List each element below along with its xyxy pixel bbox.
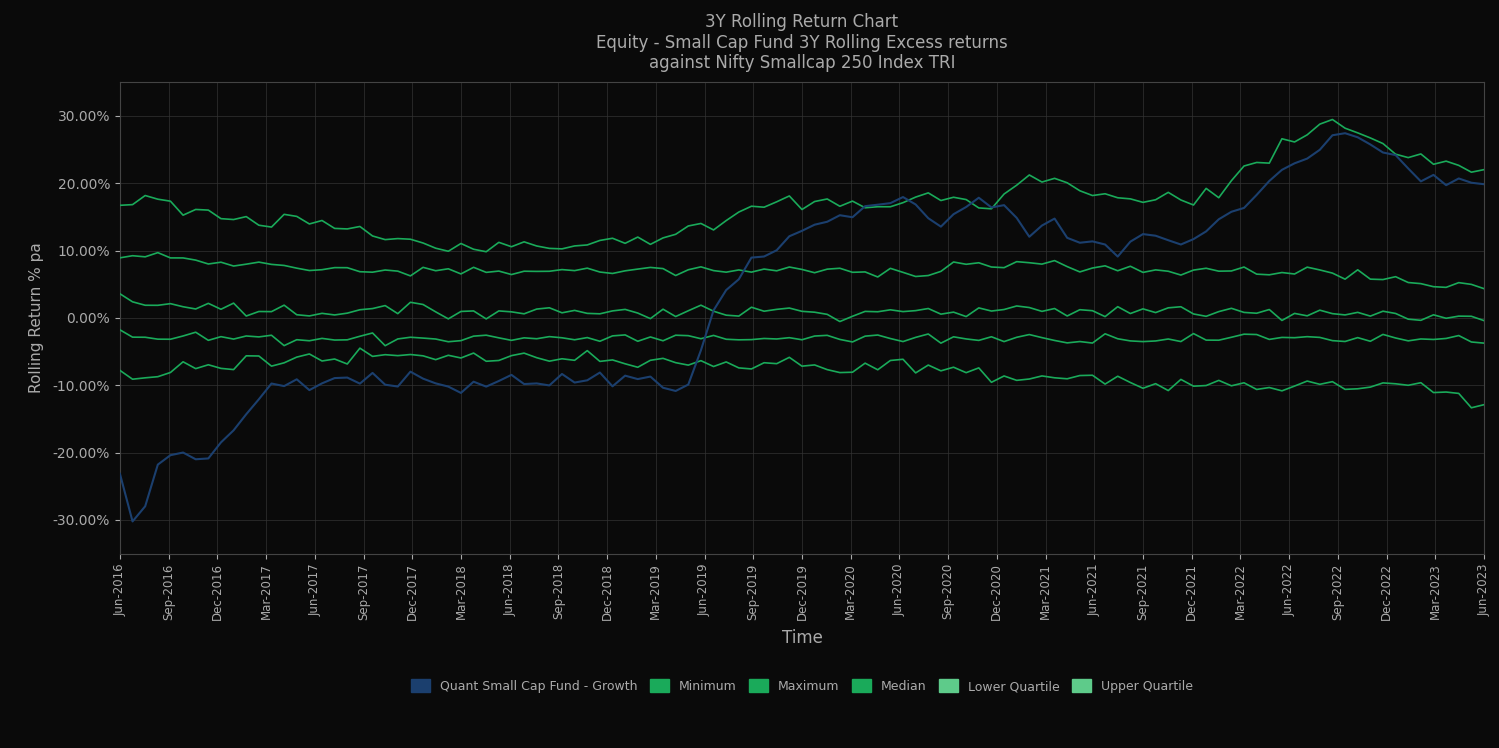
X-axis label: Time: Time: [781, 628, 823, 646]
Y-axis label: Rolling Return % pa: Rolling Return % pa: [30, 242, 45, 393]
Legend: Quant Small Cap Fund - Growth, Minimum, Maximum, Median, Lower Quartile, Upper Q: Quant Small Cap Fund - Growth, Minimum, …: [406, 675, 1198, 698]
Title: 3Y Rolling Return Chart
Equity - Small Cap Fund 3Y Rolling Excess returns
agains: 3Y Rolling Return Chart Equity - Small C…: [597, 13, 1007, 73]
